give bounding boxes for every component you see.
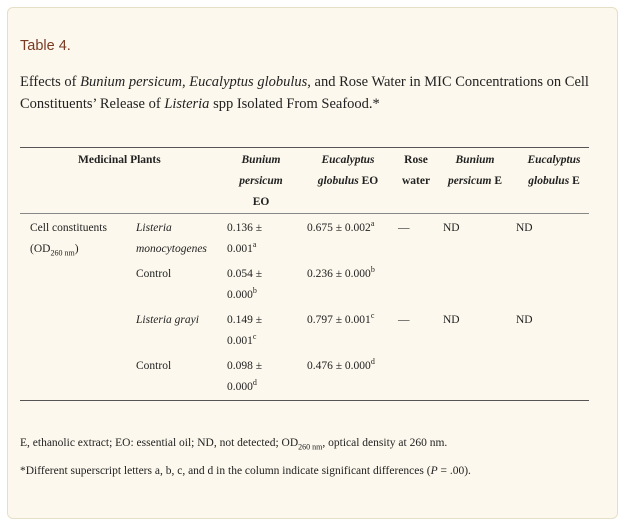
header-bunium-e: Bunium persicum E [440, 150, 510, 192]
value-line: 0.476 ± 0.000 [307, 360, 371, 372]
row-4-bunium-eo: 0.098 ± 0.000d [227, 356, 262, 398]
row-3-rose-water: — [398, 314, 410, 326]
header-eucalyptus-e: Eucalyptus globulus E [518, 150, 590, 192]
value-line: 0.001 [227, 335, 253, 347]
header-line: E [491, 175, 502, 187]
header-line: EO [358, 175, 379, 187]
row-2-organism: Control [136, 268, 172, 280]
significance-letter: a [370, 219, 375, 229]
row-group-line: (OD [30, 243, 51, 255]
header-line: Bunium [455, 154, 495, 166]
value-line: 0.054 ± [227, 268, 263, 280]
header-line: Rose [404, 154, 428, 166]
row-3-eucalyptus-e: ND [516, 314, 533, 326]
footnote-abbreviations: E, ethanolic extract; EO: essential oil;… [20, 437, 448, 452]
caption-text: , [182, 74, 190, 90]
organism-line: monocytogenes [136, 243, 207, 255]
caption-text: spp Isolated From Seafood.* [209, 96, 380, 112]
row-1-bunium-eo: 0.136 ± 0.001a [227, 218, 262, 260]
header-eucalyptus-eo: Eucalyptus globulus EO [306, 150, 390, 192]
footnote-italic: P [430, 465, 438, 477]
value-line: 0.675 ± 0.002 [307, 222, 371, 234]
header-line: persicum [448, 175, 492, 187]
significance-letter: d [252, 378, 257, 388]
table-top-rule [20, 147, 589, 148]
footnote-text: *Different superscript letters a, b, c, … [20, 465, 431, 477]
row-group-subscript: 260 nm [50, 248, 75, 258]
row-2-eucalyptus-eo: 0.236 ± 0.000b [307, 264, 375, 285]
caption-italic: Bunium persicum [80, 74, 183, 90]
value-line: 0.000 [227, 381, 253, 393]
header-line: water [401, 175, 431, 187]
significance-letter: b [252, 286, 257, 296]
row-4-organism: Control [136, 360, 172, 372]
table-caption: Effects of Bunium persicum, Eucalyptus g… [20, 71, 600, 115]
row-3-organism: Listeria grayi [136, 314, 199, 326]
table-card [7, 7, 618, 519]
significance-letter: b [370, 265, 375, 275]
caption-text: , and Rose Water in MIC Concentrations o… [20, 74, 589, 112]
row-1-eucalyptus-e: ND [516, 222, 533, 234]
value-line: 0.149 ± [227, 314, 263, 326]
footnote-text: , optical density at 260 nm. [322, 437, 448, 449]
header-line: EO [252, 196, 270, 208]
row-1-bunium-e: ND [443, 222, 460, 234]
value-line: 0.797 ± 0.001 [307, 314, 371, 326]
value-line: 0.236 ± 0.000 [307, 268, 371, 280]
header-line: Bunium [241, 154, 281, 166]
significance-letter: a [252, 240, 257, 250]
header-bunium-eo: Bunium persicum EO [226, 150, 296, 213]
table-label: Table 4. [20, 38, 71, 54]
organism-line: Listeria [136, 222, 172, 234]
header-line: persicum [239, 175, 283, 187]
header-line: Eucalyptus [527, 154, 581, 166]
value-line: 0.001 [227, 243, 253, 255]
footnote-significance: *Different superscript letters a, b, c, … [20, 465, 471, 477]
row-1-rose-water: — [398, 222, 410, 234]
caption-italic: Eucalyptus globulus [189, 74, 308, 90]
footnote-text: E, ethanolic extract; EO: essential oil;… [20, 437, 299, 449]
header-line: globulus [528, 175, 570, 187]
footnote-text: = .00). [437, 465, 471, 477]
significance-letter: d [370, 357, 375, 367]
row-group-line: ) [74, 243, 79, 255]
value-line: 0.098 ± [227, 360, 263, 372]
row-2-bunium-eo: 0.054 ± 0.000b [227, 264, 262, 306]
header-line: E [569, 175, 580, 187]
value-line: 0.000 [227, 289, 253, 301]
row-group-label: Cell constituents (OD260 nm) [30, 218, 107, 260]
header-line: Eucalyptus [321, 154, 375, 166]
row-4-eucalyptus-eo: 0.476 ± 0.000d [307, 356, 375, 377]
table-bottom-rule [20, 400, 589, 401]
header-line: globulus [317, 175, 359, 187]
row-3-eucalyptus-eo: 0.797 ± 0.001c [307, 310, 374, 331]
footnote-subscript: 260 nm [298, 442, 323, 452]
caption-italic: Listeria [164, 96, 210, 112]
row-3-bunium-e: ND [443, 314, 460, 326]
significance-letter: c [252, 332, 257, 342]
row-1-eucalyptus-eo: 0.675 ± 0.002a [307, 218, 374, 239]
header-rule [20, 213, 589, 214]
header-rose-water: Rose water [397, 150, 435, 192]
row-group-line: Cell constituents [30, 222, 107, 234]
value-line: 0.136 ± [227, 222, 263, 234]
header-medicinal-plants: Medicinal Plants [78, 154, 161, 166]
row-3-bunium-eo: 0.149 ± 0.001c [227, 310, 262, 352]
caption-text: Effects of [20, 74, 81, 90]
row-1-organism: Listeria monocytogenes [136, 218, 207, 260]
significance-letter: c [370, 311, 375, 321]
